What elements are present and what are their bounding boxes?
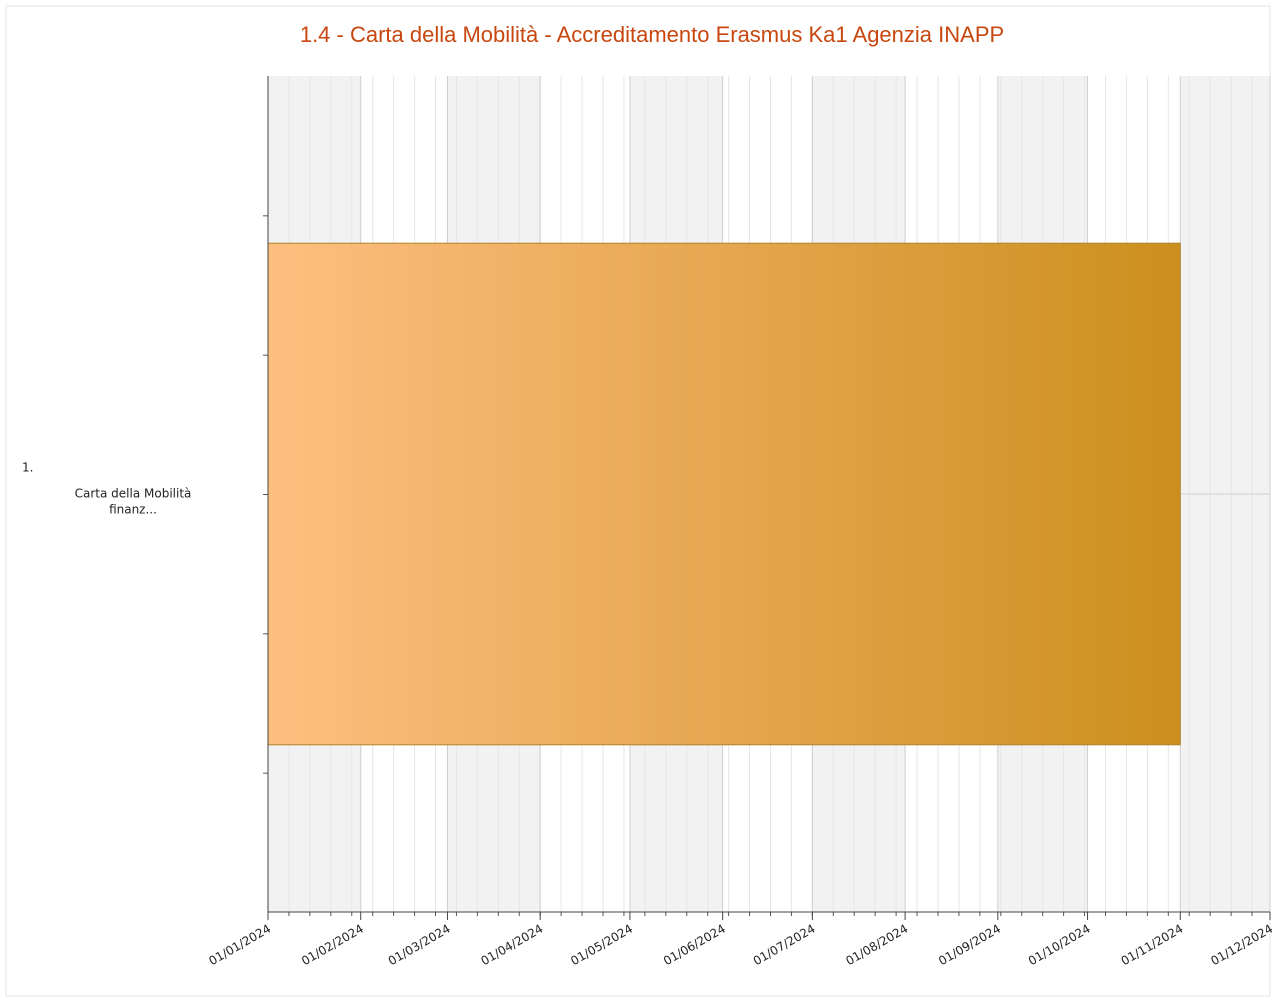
x-tick-label: 01/08/2024	[843, 922, 910, 969]
x-tick-label: 01/06/2024	[661, 922, 728, 969]
task-bar	[267, 242, 1181, 746]
x-tick-label: 01/11/2024	[1119, 922, 1186, 969]
x-tick-label: 01/10/2024	[1026, 922, 1093, 969]
task-name: finanz...	[109, 503, 157, 517]
x-tick-label: 01/05/2024	[568, 922, 635, 969]
x-tick-label: 01/03/2024	[386, 922, 453, 969]
task-name: Carta della Mobilità	[75, 487, 192, 501]
x-tick-label: 01/02/2024	[299, 922, 366, 969]
x-tick-label: 01/12/2024	[1208, 922, 1275, 969]
chart-title: 1.4 - Carta della Mobilità - Accreditame…	[300, 22, 1004, 47]
task-number: 1.	[22, 461, 33, 475]
x-tick-label: 01/01/2024	[206, 922, 273, 969]
x-tick-label: 01/07/2024	[751, 922, 818, 969]
x-tick-label: 01/09/2024	[936, 922, 1003, 969]
x-tick-label: 01/04/2024	[479, 922, 546, 969]
